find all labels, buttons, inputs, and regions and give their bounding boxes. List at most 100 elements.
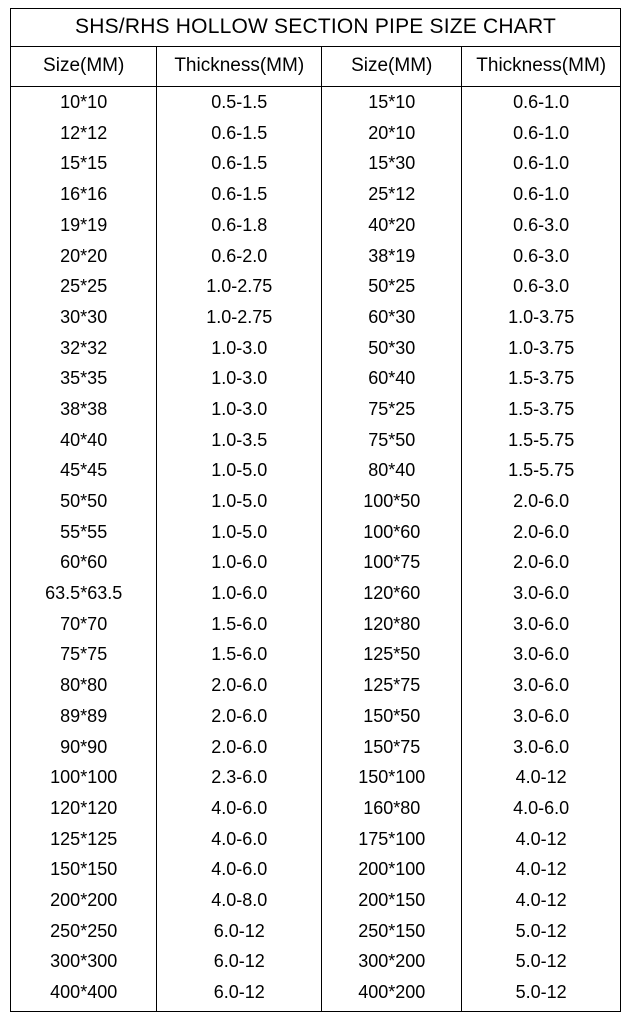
- size-cell: 120*120: [11, 793, 157, 824]
- size-cell: 50*30: [322, 333, 462, 364]
- table-row: 38*381.0-3.075*251.5-3.75: [11, 394, 621, 425]
- thickness-cell: 1.0-3.0: [157, 394, 322, 425]
- size-cell: 125*125: [11, 824, 157, 855]
- table-row: 75*751.5-6.0125*503.0-6.0: [11, 639, 621, 670]
- header-row: Size(MM) Thickness(MM) Size(MM) Thicknes…: [11, 47, 621, 87]
- thickness-cell: 2.0-6.0: [462, 486, 621, 517]
- size-cell: 250*150: [322, 916, 462, 947]
- size-cell: 50*25: [322, 271, 462, 302]
- table-title: SHS/RHS HOLLOW SECTION PIPE SIZE CHART: [11, 9, 621, 47]
- thickness-cell: 1.0-6.0: [157, 547, 322, 578]
- thickness-cell: 2.0-6.0: [462, 517, 621, 548]
- size-cell: 35*35: [11, 363, 157, 394]
- size-cell: 120*60: [322, 578, 462, 609]
- table-row: 300*3006.0-12300*2005.0-12: [11, 946, 621, 977]
- size-cell: 200*200: [11, 885, 157, 916]
- thickness-cell: 0.6-1.5: [157, 118, 322, 149]
- size-cell: 200*100: [322, 854, 462, 885]
- thickness-cell: 1.0-6.0: [157, 578, 322, 609]
- table-row: 89*892.0-6.0150*503.0-6.0: [11, 701, 621, 732]
- table-row: 120*1204.0-6.0160*804.0-6.0: [11, 793, 621, 824]
- table-row: 12*120.6-1.520*100.6-1.0: [11, 118, 621, 149]
- col-header-thickness-2: Thickness(MM): [462, 47, 621, 87]
- table-row: 100*1002.3-6.0150*1004.0-12: [11, 762, 621, 793]
- thickness-cell: 1.0-5.0: [157, 455, 322, 486]
- size-cell: 40*20: [322, 210, 462, 241]
- table-row: 150*1504.0-6.0200*1004.0-12: [11, 854, 621, 885]
- size-cell: 25*12: [322, 179, 462, 210]
- thickness-cell: 1.5-3.75: [462, 363, 621, 394]
- thickness-cell: 0.6-1.0: [462, 87, 621, 118]
- size-cell: 100*50: [322, 486, 462, 517]
- thickness-cell: 0.6-3.0: [462, 210, 621, 241]
- size-cell: 400*400: [11, 977, 157, 1011]
- thickness-cell: 3.0-6.0: [462, 670, 621, 701]
- size-cell: 20*20: [11, 240, 157, 271]
- size-cell: 160*80: [322, 793, 462, 824]
- thickness-cell: 0.5-1.5: [157, 87, 322, 118]
- size-cell: 15*30: [322, 148, 462, 179]
- size-cell: 75*75: [11, 639, 157, 670]
- size-cell: 40*40: [11, 425, 157, 456]
- size-cell: 100*75: [322, 547, 462, 578]
- col-header-size-2: Size(MM): [322, 47, 462, 87]
- size-cell: 90*90: [11, 731, 157, 762]
- table-row: 40*401.0-3.575*501.5-5.75: [11, 425, 621, 456]
- size-cell: 150*150: [11, 854, 157, 885]
- thickness-cell: 1.0-3.75: [462, 333, 621, 364]
- size-cell: 32*32: [11, 333, 157, 364]
- thickness-cell: 4.0-12: [462, 854, 621, 885]
- thickness-cell: 5.0-12: [462, 946, 621, 977]
- size-cell: 70*70: [11, 609, 157, 640]
- table-row: 35*351.0-3.060*401.5-3.75: [11, 363, 621, 394]
- size-cell: 89*89: [11, 701, 157, 732]
- table-row: 90*902.0-6.0150*753.0-6.0: [11, 731, 621, 762]
- table-body: 10*100.5-1.515*100.6-1.012*120.6-1.520*1…: [11, 87, 621, 1012]
- thickness-cell: 0.6-1.5: [157, 179, 322, 210]
- thickness-cell: 4.0-12: [462, 885, 621, 916]
- table-row: 400*4006.0-12400*2005.0-12: [11, 977, 621, 1011]
- thickness-cell: 0.6-1.0: [462, 148, 621, 179]
- table-row: 19*190.6-1.840*200.6-3.0: [11, 210, 621, 241]
- size-cell: 150*100: [322, 762, 462, 793]
- table-row: 200*2004.0-8.0200*1504.0-12: [11, 885, 621, 916]
- size-cell: 100*60: [322, 517, 462, 548]
- thickness-cell: 6.0-12: [157, 916, 322, 947]
- size-cell: 300*200: [322, 946, 462, 977]
- thickness-cell: 1.0-2.75: [157, 271, 322, 302]
- thickness-cell: 4.0-6.0: [157, 824, 322, 855]
- size-cell: 50*50: [11, 486, 157, 517]
- size-cell: 12*12: [11, 118, 157, 149]
- thickness-cell: 1.5-6.0: [157, 609, 322, 640]
- table-row: 45*451.0-5.080*401.5-5.75: [11, 455, 621, 486]
- size-cell: 75*50: [322, 425, 462, 456]
- size-cell: 200*150: [322, 885, 462, 916]
- table-row: 32*321.0-3.050*301.0-3.75: [11, 333, 621, 364]
- size-cell: 175*100: [322, 824, 462, 855]
- thickness-cell: 3.0-6.0: [462, 731, 621, 762]
- size-cell: 250*250: [11, 916, 157, 947]
- table-row: 16*160.6-1.525*120.6-1.0: [11, 179, 621, 210]
- size-cell: 63.5*63.5: [11, 578, 157, 609]
- table-row: 63.5*63.51.0-6.0120*603.0-6.0: [11, 578, 621, 609]
- size-cell: 125*75: [322, 670, 462, 701]
- thickness-cell: 3.0-6.0: [462, 701, 621, 732]
- size-cell: 300*300: [11, 946, 157, 977]
- table-row: 30*301.0-2.7560*301.0-3.75: [11, 302, 621, 333]
- thickness-cell: 0.6-1.0: [462, 118, 621, 149]
- chart-container: SHS/RHS HOLLOW SECTION PIPE SIZE CHART S…: [0, 0, 631, 1020]
- table-row: 15*150.6-1.515*300.6-1.0: [11, 148, 621, 179]
- size-cell: 15*15: [11, 148, 157, 179]
- table-row: 25*251.0-2.7550*250.6-3.0: [11, 271, 621, 302]
- thickness-cell: 2.0-6.0: [157, 670, 322, 701]
- thickness-cell: 1.5-5.75: [462, 455, 621, 486]
- thickness-cell: 2.0-6.0: [157, 731, 322, 762]
- table-row: 10*100.5-1.515*100.6-1.0: [11, 87, 621, 118]
- size-cell: 16*16: [11, 179, 157, 210]
- thickness-cell: 2.0-6.0: [462, 547, 621, 578]
- size-cell: 80*80: [11, 670, 157, 701]
- thickness-cell: 0.6-1.5: [157, 148, 322, 179]
- size-cell: 19*19: [11, 210, 157, 241]
- size-cell: 60*40: [322, 363, 462, 394]
- size-cell: 150*50: [322, 701, 462, 732]
